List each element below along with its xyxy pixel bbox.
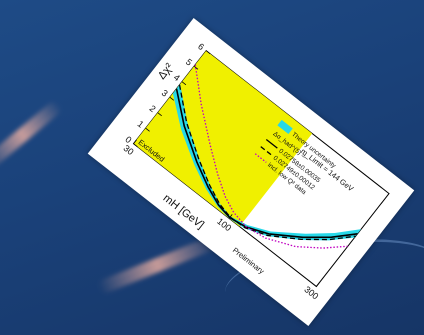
legend-swatch-theory-uncertainty [277,119,293,134]
y-tick-mark [145,127,150,132]
x-tick-label: 30 [122,143,136,157]
y-tick-mark [157,112,162,117]
x-axis-title: mH [GeV] [161,192,206,231]
y-tick-label: 1 [135,119,145,130]
y-tick-mark [133,143,138,148]
y-tick-mark [181,81,187,86]
y-tick-label: 2 [148,103,158,114]
x-tick-mark [228,214,233,219]
legend-line-solid [265,139,278,149]
y-tick-label: 3 [160,88,170,99]
y-tick-mark [193,65,199,70]
x-tick-mark [133,139,137,144]
y-tick-label: 4 [172,72,182,83]
series-line-dotted [194,64,348,249]
preliminary-label: Preliminary [231,246,266,276]
x-tick-label: 300 [302,284,320,301]
y-tick-label: 5 [184,57,194,68]
y-tick-label: 0 [123,134,133,145]
y-tick-mark [205,50,211,55]
x-tick-mark [316,282,320,287]
legend-line-dotted [254,153,267,163]
background-light-streak [0,99,64,171]
y-tick-mark [169,96,175,101]
background-light-streak [96,235,219,295]
legend-line-dashed [260,146,273,156]
series-line-dashed [178,84,356,241]
blueband-plot-card: 0 1 2 3 4 5 6 30 100 300 Excluded mH [GeV] Δχ² Pr… [87,18,415,326]
y-tick-label: 6 [196,41,206,52]
